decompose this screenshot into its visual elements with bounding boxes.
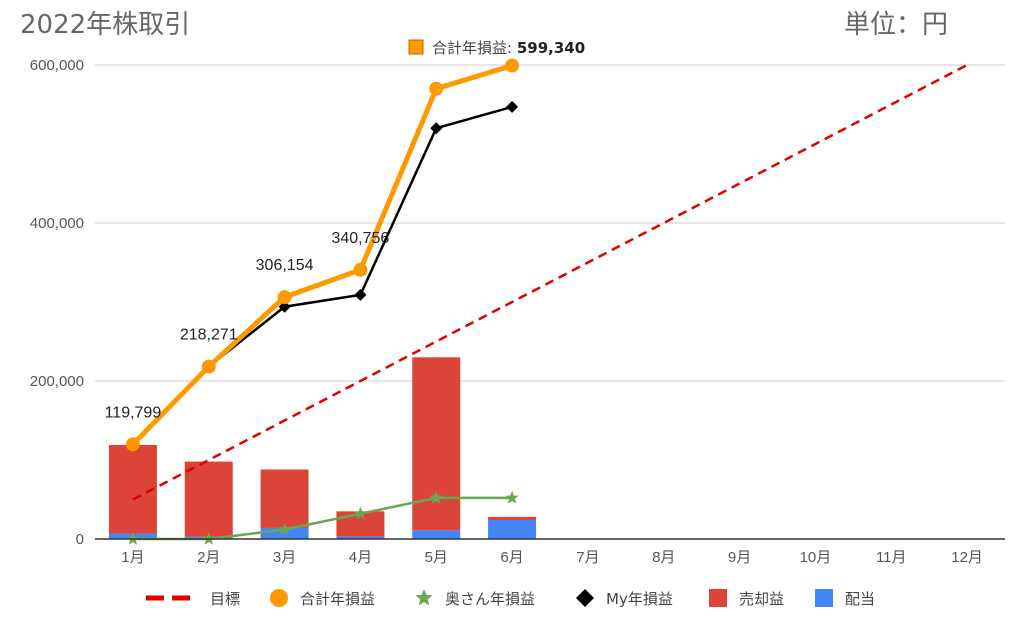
- tooltip: 合計年損益: 599,340: [408, 39, 585, 57]
- legend-item: 奥さん年損益: [415, 589, 535, 608]
- lines: [125, 58, 968, 545]
- bars: [108, 357, 537, 539]
- tooltip-value: 599,340: [517, 39, 585, 57]
- my-pl-point: [506, 100, 519, 113]
- y-tick-label: 0: [76, 531, 84, 548]
- legend-label: 目標: [210, 590, 240, 608]
- total-pl-line: [131, 63, 513, 447]
- total-pl-point: [429, 81, 444, 96]
- data-labels: 119,799 218,271 306,154 340,756: [105, 230, 390, 422]
- my-pl-point: [354, 288, 367, 301]
- gridlines: [95, 64, 1005, 382]
- legend-item: 売却益: [709, 589, 784, 608]
- x-tick-label: 2月: [197, 549, 220, 566]
- legend-item: My年損益: [576, 589, 673, 608]
- x-tick-label: 11月: [876, 549, 907, 566]
- wife-pl-point: [277, 522, 292, 536]
- tooltip-separator: :: [507, 39, 517, 57]
- wife-pl-point: [505, 490, 519, 504]
- bar-dividend: [260, 527, 309, 539]
- data-label: 306,154: [256, 257, 314, 274]
- svg-text:合計年損益: 599,340: 合計年損益: 599,340: [432, 39, 585, 57]
- bar-sale: [260, 469, 309, 528]
- legend-label: 配当: [845, 590, 875, 608]
- wife-pl-point: [429, 490, 443, 504]
- unit-label: 単位：円: [844, 10, 949, 40]
- legend-item: 目標: [146, 590, 240, 608]
- x-tick-label: 6月: [500, 549, 523, 566]
- chart-title: 2022年株取引: [20, 10, 191, 40]
- total-pl-point: [125, 437, 140, 452]
- legend-marker-star: [415, 589, 433, 606]
- x-tick-label: 10月: [800, 549, 832, 566]
- legend: 目標 合計年損益 奥さん年損益 My年損益 売却益 配当: [146, 589, 875, 608]
- x-tick-label: 7月: [576, 549, 599, 566]
- total-pl-point: [277, 290, 292, 305]
- y-tick-label: 600,000: [30, 57, 84, 74]
- tooltip-series: 合計年損益: [432, 39, 507, 57]
- legend-item: 配当: [815, 589, 875, 608]
- total-pl-point: [201, 359, 216, 374]
- x-tick-label: 9月: [728, 549, 751, 566]
- legend-marker-square: [709, 589, 727, 607]
- target-line: [132, 63, 968, 501]
- bar-dividend: [412, 530, 461, 539]
- my-pl-point: [430, 122, 443, 135]
- total-pl-point: [353, 262, 368, 277]
- legend-marker-square: [815, 589, 833, 607]
- x-tick-label: 5月: [425, 549, 448, 566]
- legend-label: 売却益: [739, 590, 784, 608]
- bar-dividend: [336, 536, 385, 539]
- legend-label: 奥さん年損益: [445, 590, 535, 608]
- bar-dividend: [488, 520, 537, 539]
- legend-item: 合計年損益: [270, 589, 375, 608]
- legend-marker-diamond: [576, 589, 594, 607]
- bar-sale: [108, 444, 157, 534]
- x-tick-label: 3月: [273, 549, 296, 566]
- x-tick-label: 1月: [121, 549, 144, 566]
- data-label: 119,799: [105, 404, 162, 421]
- x-tick-label: 4月: [349, 549, 372, 566]
- bar-sale: [184, 461, 233, 537]
- data-label: 340,756: [331, 230, 389, 247]
- bar-sale: [488, 516, 537, 521]
- y-tick-label: 200,000: [30, 373, 84, 390]
- my-pl-point: [278, 300, 291, 313]
- tooltip-swatch: [408, 39, 424, 55]
- axes: 0 200,000 400,000 600,000 1月 2月 3月 4月 5月 6月 7月 8月 9月…: [30, 57, 1005, 566]
- legend-marker-circle: [270, 589, 288, 607]
- x-tick-label: 12月: [951, 549, 983, 566]
- x-tick-label: 8月: [652, 549, 675, 566]
- legend-label: 合計年損益: [300, 590, 375, 608]
- data-label: 218,271: [180, 327, 238, 344]
- y-tick-label: 400,000: [30, 215, 84, 232]
- wife-pl-point: [353, 506, 368, 520]
- bar-sale: [412, 357, 461, 531]
- legend-label: My年損益: [606, 590, 673, 608]
- total-pl-point: [505, 58, 520, 73]
